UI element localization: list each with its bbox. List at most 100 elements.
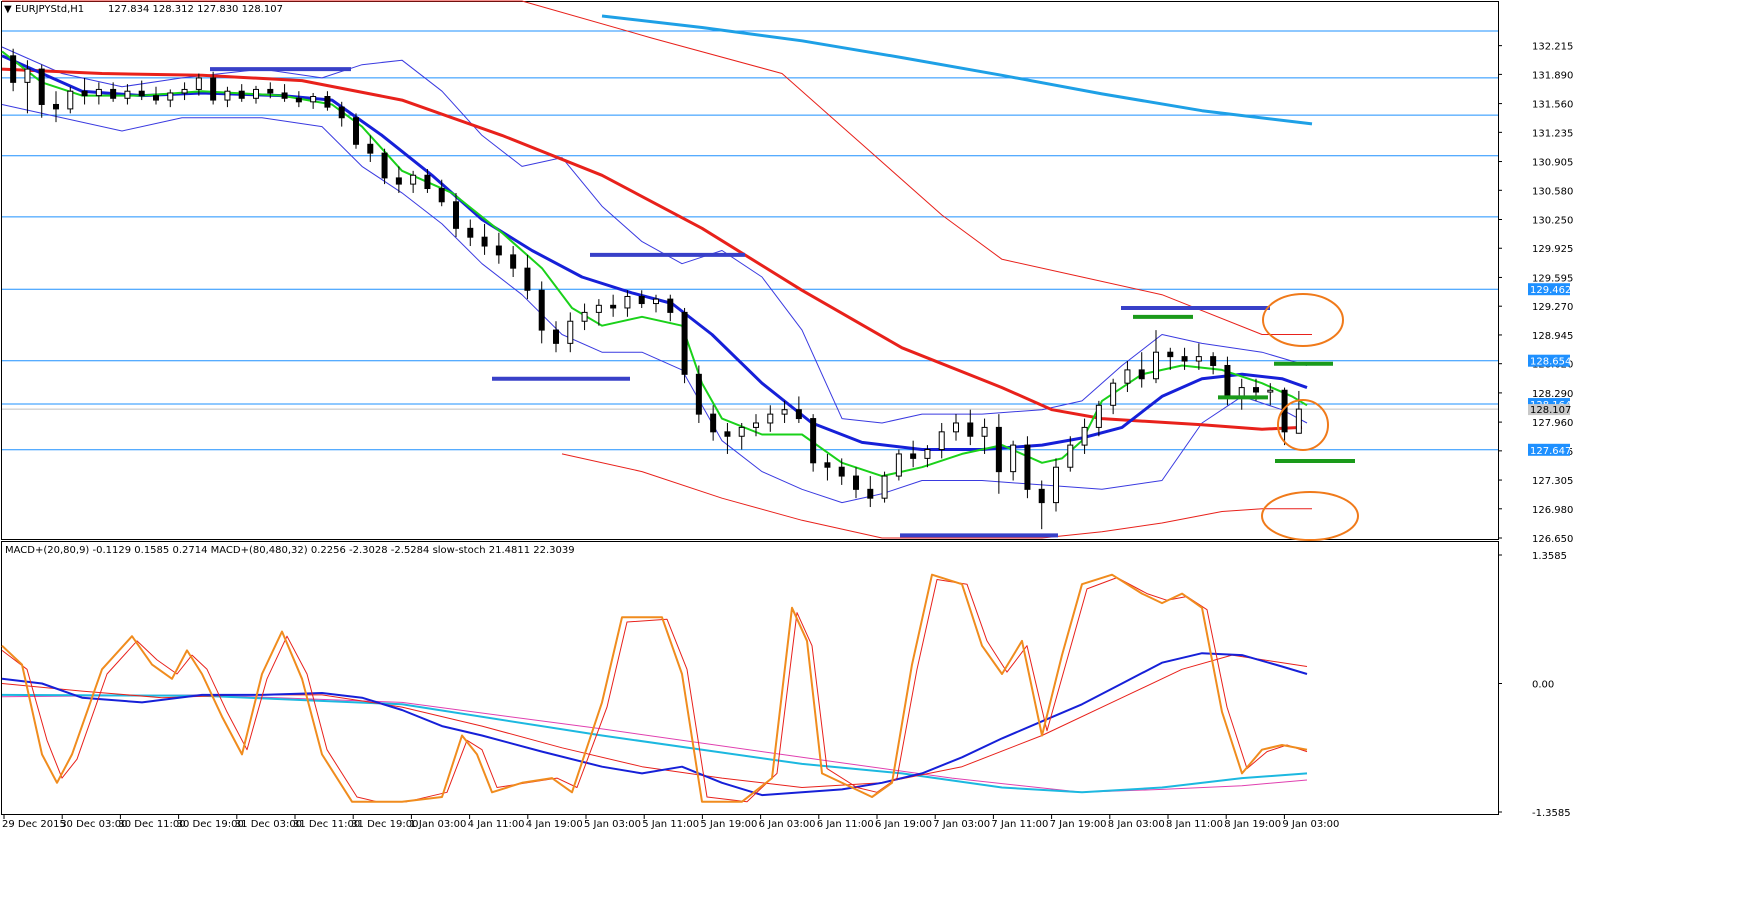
price-tick-label: 126.650 (1532, 534, 1573, 545)
candle-body (695, 373, 702, 415)
candle-body (495, 245, 502, 256)
candle-body (567, 320, 574, 344)
bid-tag-label: 128.107 (1530, 405, 1571, 416)
price-tick-label: 131.560 (1532, 100, 1573, 111)
candle-body (895, 453, 902, 477)
time-tick-label: 31 Dec 03:00 (235, 819, 302, 830)
candle-body (124, 90, 131, 99)
candle-body (395, 177, 402, 185)
candle-body (1053, 466, 1059, 504)
price-tick-label: 128.290 (1532, 389, 1573, 400)
candle-body (781, 409, 788, 415)
candle-body (1267, 389, 1274, 393)
candle-body (638, 295, 645, 305)
candle-body (338, 106, 345, 119)
drawn-objects[interactable] (210, 67, 1359, 541)
candle-body (953, 422, 959, 433)
time-tick-label: 8 Jan 19:00 (1224, 819, 1281, 830)
candle-body (1010, 444, 1017, 473)
time-tick-label: 7 Jan 11:00 (991, 819, 1048, 830)
macd-slow-signal-line (1, 694, 1308, 793)
highlight-circle (1262, 293, 1344, 347)
candle-body (424, 174, 431, 190)
price-tick-label: 128.945 (1532, 331, 1573, 342)
ma-red-line (1, 67, 1303, 431)
indicator-caption: MACD+(20,80,9) -0.1129 0.1585 0.2714 MAC… (5, 545, 575, 556)
candle-body (467, 227, 474, 238)
time-tick-label: 31 Dec 11:00 (293, 819, 360, 830)
highlight-circle (1277, 399, 1329, 451)
time-tick-label: 30 Dec 19:00 (177, 819, 244, 830)
candle-body (838, 466, 845, 477)
candle-body (1138, 369, 1145, 380)
candle-body (1153, 351, 1159, 380)
candle-body (410, 174, 417, 185)
price-level-tag-label: 127.647 (1530, 446, 1571, 457)
candle-body (1238, 387, 1245, 397)
candle-body (253, 88, 259, 99)
candle-body (653, 298, 659, 305)
price-level-tag-label: 129.462 (1530, 285, 1571, 296)
stoch-main-line (1, 573, 1308, 803)
price-level-tag-label: 128.654 (1530, 357, 1571, 368)
macd-stoch-lines (1, 573, 1308, 803)
price-tick-label: 130.250 (1532, 215, 1573, 226)
candle-body (1124, 369, 1131, 384)
candle-body (438, 188, 445, 203)
price-tick-label: 129.270 (1532, 302, 1573, 313)
price-tick-label: 127.305 (1532, 476, 1573, 487)
candle-body (967, 422, 974, 437)
candle-body (881, 475, 888, 499)
candle-body (1295, 408, 1302, 434)
candle-body (795, 409, 802, 420)
time-tick-label: 29 Dec 2015 (2, 819, 66, 830)
collapse-arrow-icon[interactable]: ▼ (4, 4, 12, 15)
bollinger-upper-line (1, 46, 1308, 424)
candle-body (810, 418, 817, 464)
candle-body (624, 295, 631, 309)
channel-lower-line (561, 453, 1312, 539)
candle-body (1095, 404, 1102, 428)
candle-body (210, 77, 217, 101)
ohlc-values: 127.834 128.312 127.830 128.107 (108, 4, 283, 15)
time-tick-label: 30 Dec 11:00 (118, 819, 185, 830)
candle-body (138, 90, 145, 97)
candle-body (353, 117, 359, 145)
candle-body (295, 97, 302, 103)
indicator-panel-frame (1, 541, 1499, 815)
bid-tag (1528, 404, 1570, 416)
candle-body (1038, 488, 1045, 504)
candle-body (367, 143, 374, 154)
price-level-tag (1528, 443, 1570, 456)
candle-body (95, 88, 102, 97)
highlight-circle (1261, 491, 1359, 541)
time-tick-label: 8 Jan 03:00 (1108, 819, 1165, 830)
candle-body (981, 426, 988, 437)
candle-body (481, 236, 488, 247)
sub-tick-label: -1.3585 (1532, 808, 1571, 819)
candle-body (281, 92, 288, 99)
time-tick-label: 9 Jan 03:00 (1282, 819, 1339, 830)
candle-body (110, 88, 117, 99)
price-tick-label: 130.905 (1532, 158, 1573, 169)
candle-body (195, 77, 202, 90)
candle-body (938, 431, 945, 451)
candle-body (81, 90, 88, 97)
candle-body (867, 488, 874, 499)
candle-body (1181, 356, 1188, 362)
candle-body (824, 462, 831, 468)
candle-body (1195, 356, 1202, 362)
time-tick-label: 6 Jan 19:00 (875, 819, 932, 830)
price-level-tag (1528, 283, 1570, 296)
candle-body (538, 289, 545, 331)
price-tick-label: 130.580 (1532, 186, 1573, 197)
time-tick-label: 7 Jan 03:00 (933, 819, 990, 830)
candle-body (267, 88, 274, 94)
price-tick-label: 131.890 (1532, 70, 1573, 81)
candle-body (38, 68, 45, 105)
candle-body (1067, 444, 1074, 468)
candle-body (581, 311, 588, 322)
